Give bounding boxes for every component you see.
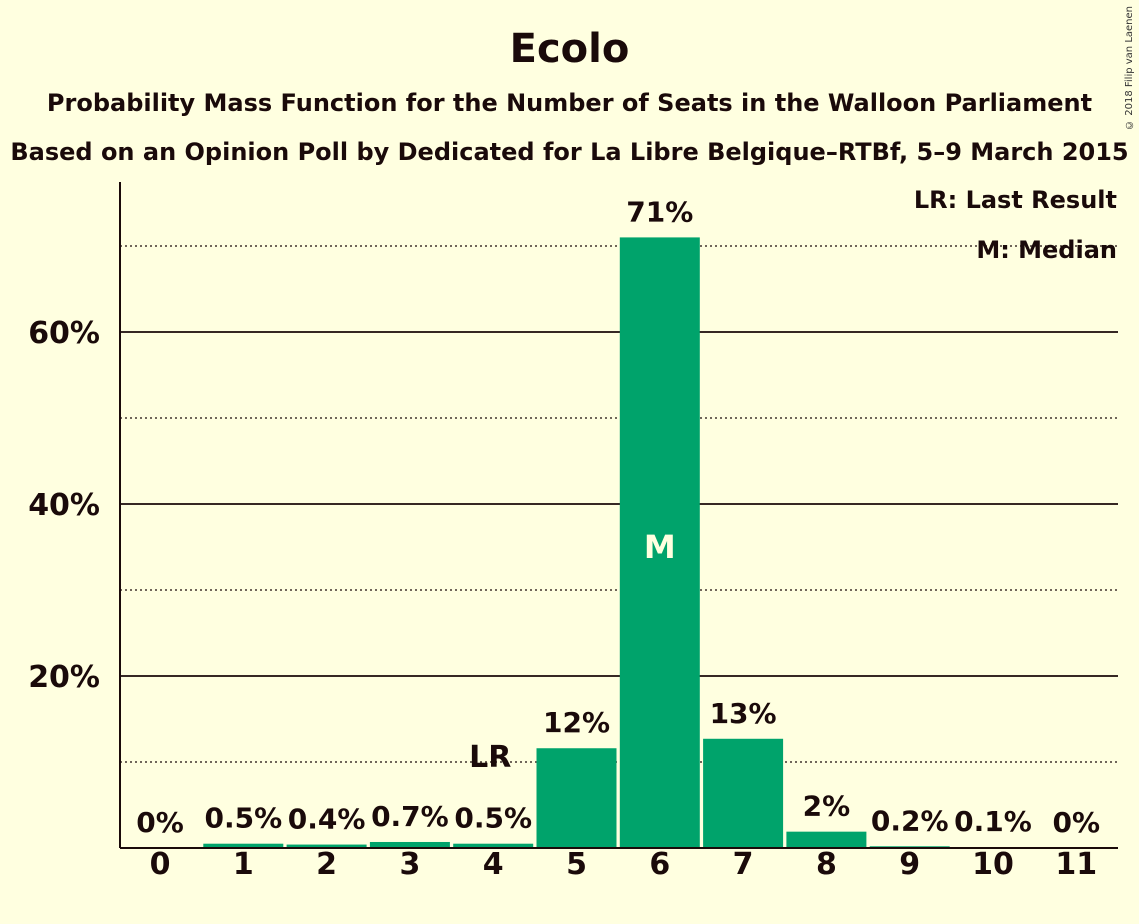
chart-title: Ecolo	[509, 26, 630, 72]
bar-value-label: 0.1%	[954, 805, 1032, 838]
x-tick-label: 6	[649, 847, 670, 882]
bar	[619, 237, 700, 848]
bar	[786, 831, 867, 848]
x-tick-label: 7	[733, 847, 754, 882]
x-tick-label: 0	[150, 847, 171, 882]
bar-value-label: 0.7%	[371, 800, 449, 833]
bar	[703, 738, 784, 848]
last-result-marker: LR	[469, 740, 511, 775]
legend-last-result: LR: Last Result	[914, 186, 1117, 214]
x-tick-label: 8	[816, 847, 837, 882]
bar	[536, 748, 617, 848]
bar	[453, 843, 534, 848]
x-tick-label: 9	[899, 847, 920, 882]
bar-value-label: 0%	[136, 806, 184, 839]
chart-subtitle-source: Based on an Opinion Poll by Dedicated fo…	[10, 138, 1129, 166]
bar-value-label: 0.5%	[454, 802, 532, 835]
y-tick-label: 60%	[28, 316, 100, 351]
median-marker: M	[644, 528, 676, 566]
legend-median: M: Median	[976, 236, 1117, 264]
x-tick-label: 5	[566, 847, 587, 882]
bar-value-label: 0.4%	[288, 803, 366, 836]
x-tick-label: 3	[399, 847, 420, 882]
y-tick-label: 40%	[28, 488, 100, 523]
x-tick-label: 2	[316, 847, 337, 882]
bar	[369, 841, 450, 848]
bar-value-label: 0.2%	[871, 804, 949, 837]
bar-value-label: 2%	[803, 790, 851, 823]
bar-value-label: 13%	[710, 697, 777, 730]
bar	[203, 843, 284, 848]
x-tick-label: 1	[233, 847, 254, 882]
x-tick-label: 11	[1055, 847, 1097, 882]
y-tick-label: 20%	[28, 660, 100, 695]
x-tick-label: 4	[483, 847, 504, 882]
bar-value-label: 0.5%	[204, 802, 282, 835]
bar-value-label: 0%	[1053, 806, 1101, 839]
bar-value-label: 12%	[543, 706, 610, 739]
x-tick-label: 10	[972, 847, 1014, 882]
chart-subtitle: Probability Mass Function for the Number…	[46, 89, 1093, 117]
bar-value-label: 71%	[626, 195, 693, 228]
bar	[286, 844, 367, 848]
